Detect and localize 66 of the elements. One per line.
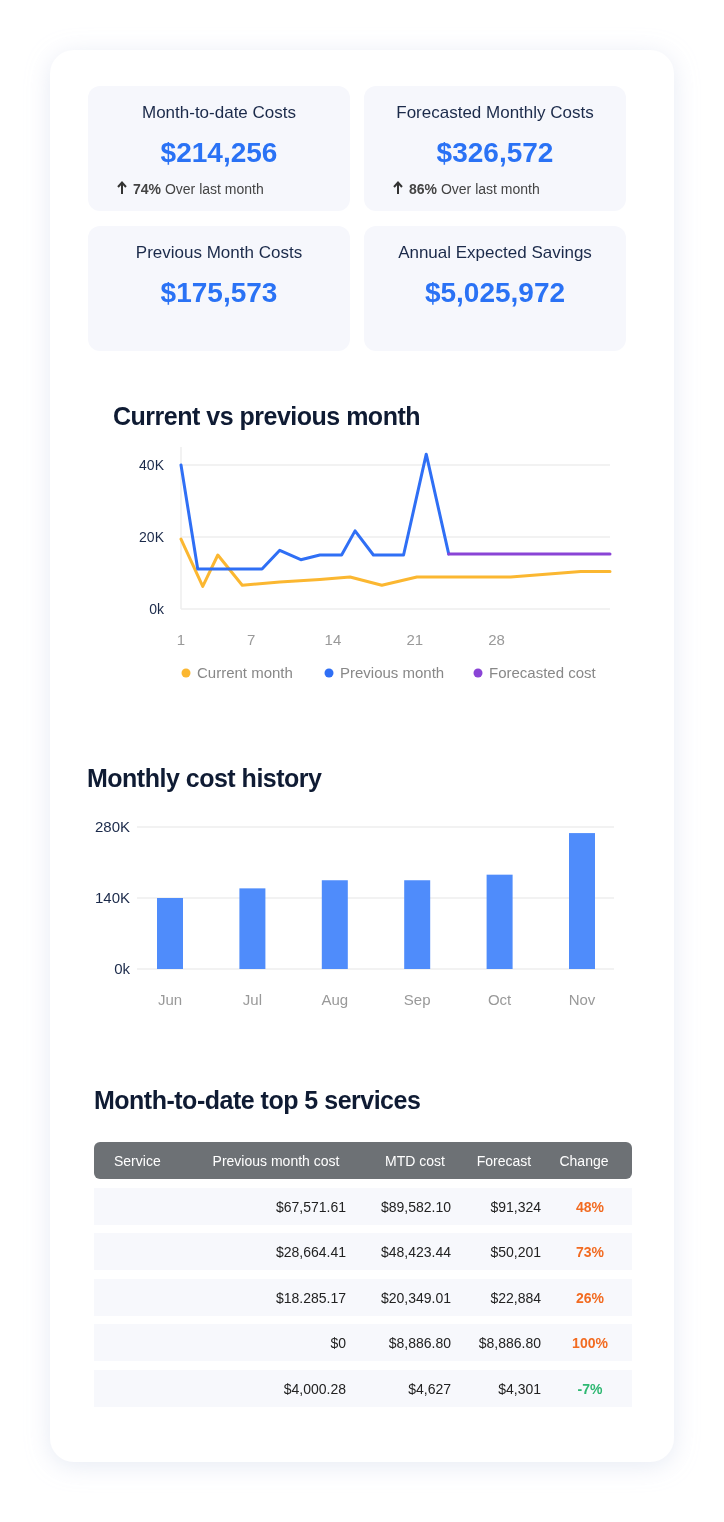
y-tick-label: 0k: [114, 960, 131, 977]
text: $5,025,972: [424, 277, 566, 308]
text: $4,627: [408, 1381, 451, 1397]
line-series: [179, 537, 612, 588]
text: $50,201: [490, 1244, 541, 1260]
category-label: Annual Expected Savings: [398, 243, 592, 262]
x-tick-label: Sep: [403, 991, 431, 1008]
text: $67,571.61: [275, 1199, 346, 1215]
x-tick-label: Jun: [157, 991, 183, 1008]
text: $175,573: [160, 277, 278, 308]
text: 74% Over last month: [133, 181, 264, 197]
legend-label: Previous month: [340, 664, 445, 681]
text: 26%: [575, 1290, 605, 1306]
bar: [321, 880, 348, 969]
text: $0: [330, 1335, 346, 1351]
text: 100%: [572, 1335, 608, 1351]
text: Month-to-date top 5 services: [94, 1086, 421, 1114]
chart-title: Monthly cost history: [87, 764, 323, 792]
category-label: Service: [114, 1153, 161, 1169]
x-tick-label: Nov: [568, 991, 596, 1008]
text: $4,000.28: [283, 1381, 346, 1397]
x-tick-label: Aug: [321, 991, 349, 1008]
text: -7%: [577, 1381, 603, 1397]
text: $8,886.80: [478, 1335, 541, 1351]
y-tick-label: 40K: [139, 457, 165, 473]
legend-label: Forecasted cost: [489, 664, 597, 681]
bar: [486, 874, 513, 969]
y-tick-label: 20K: [139, 529, 165, 545]
line-series: [179, 452, 451, 571]
bar: [239, 888, 266, 969]
bar: [157, 898, 183, 969]
text: $48,423.44: [380, 1244, 451, 1260]
text: $8,886.80: [388, 1335, 451, 1351]
x-tick-label: Oct: [487, 991, 513, 1008]
legend-label: Current month: [197, 664, 293, 681]
category-label: Month-to-date Costs: [141, 103, 297, 122]
x-tick-label: 14: [324, 631, 342, 648]
category-label: MTD cost: [385, 1153, 446, 1169]
category-label: Forecast: [476, 1153, 532, 1169]
text: $91,324: [490, 1199, 541, 1215]
x-tick-label: 21: [406, 631, 424, 648]
chart-title: Current vs previous month: [113, 402, 420, 430]
text: 86% Over last month: [409, 181, 540, 197]
text: $4,301: [498, 1381, 541, 1397]
text: $22,884: [490, 1290, 541, 1306]
text: $214,256: [160, 137, 278, 168]
text: $18.285.17: [275, 1290, 346, 1306]
x-tick-label: 28: [488, 631, 505, 648]
bar: [404, 880, 431, 969]
text: $326,572: [436, 137, 554, 168]
category-label: Previous Month Costs: [135, 243, 303, 262]
y-tick-label: 0k: [149, 601, 165, 617]
text: $28,664.41: [275, 1244, 346, 1260]
y-tick-label: 140K: [94, 889, 130, 906]
y-tick-label: 280K: [94, 818, 130, 835]
category-label: Previous month cost: [212, 1153, 340, 1169]
category-label: Change: [559, 1153, 609, 1169]
category-label: Forecasted Monthly Costs: [396, 103, 594, 122]
text: 48%: [575, 1199, 605, 1215]
text: $20,349.01: [380, 1290, 451, 1306]
x-tick-label: Jul: [242, 991, 262, 1008]
text: $89,582.10: [380, 1199, 451, 1215]
text: 73%: [575, 1244, 605, 1260]
x-tick-label: 1: [176, 631, 186, 648]
x-tick-label: 7: [246, 631, 256, 648]
bar: [569, 833, 595, 969]
